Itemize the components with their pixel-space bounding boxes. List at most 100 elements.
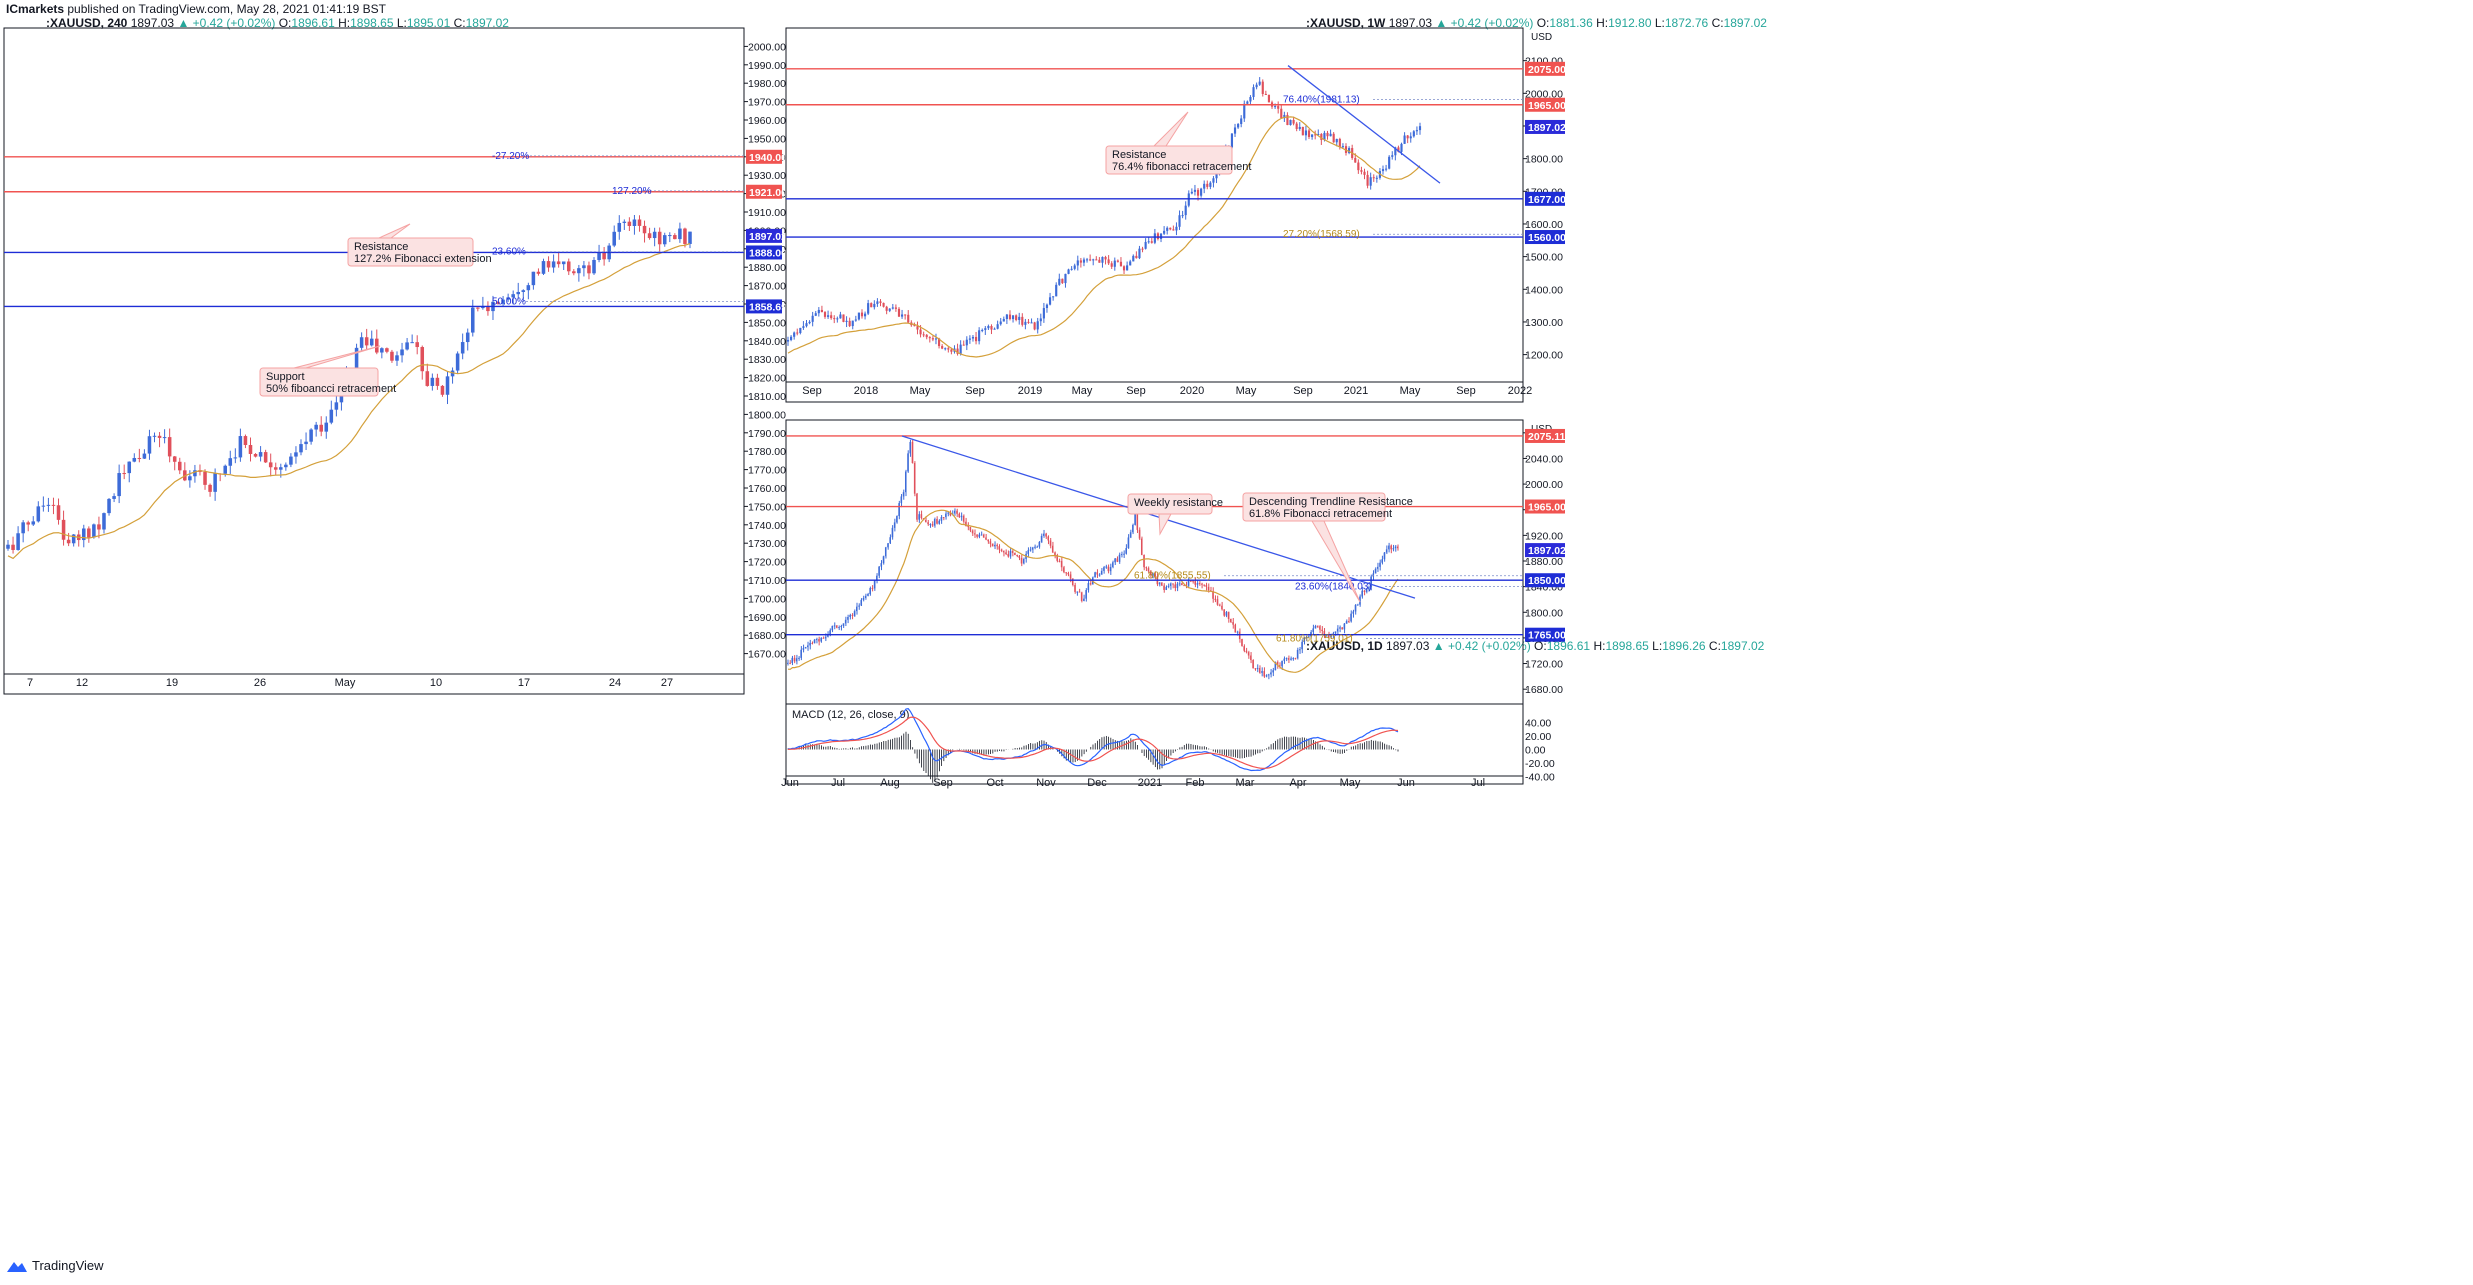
x-tick-label: Mar	[1236, 777, 1255, 789]
candle-body	[902, 492, 905, 497]
annotation-callout: Weekly resistance	[1127, 493, 1223, 536]
candle-body	[1348, 148, 1351, 153]
candle-body	[1107, 259, 1110, 264]
candle-body	[1021, 316, 1024, 325]
candle-body	[1187, 580, 1190, 586]
x-tick-label: 2021	[1344, 385, 1368, 397]
y-tick-label: 1700.00	[748, 593, 786, 605]
candle-body	[1169, 583, 1172, 586]
candle-body	[683, 228, 687, 244]
candle-body	[1383, 552, 1386, 560]
candle-body	[873, 580, 876, 589]
candle-body	[897, 308, 901, 317]
candle-body	[1027, 550, 1029, 554]
candle-body	[1301, 126, 1304, 136]
candle-body	[1134, 513, 1136, 525]
x-tick-label: 24	[609, 677, 621, 689]
x-tick-label: Jun	[1397, 777, 1415, 789]
candle-body	[851, 614, 854, 616]
support-price-label: 1850.00	[1528, 575, 1566, 587]
candle-body	[1009, 550, 1012, 557]
candle-body	[1323, 630, 1326, 636]
candle-body	[1376, 566, 1379, 569]
candle-body	[420, 347, 425, 372]
candle-body	[102, 513, 106, 530]
candle-body	[1011, 315, 1015, 320]
candle-body	[1343, 623, 1346, 630]
candle-body	[213, 473, 217, 492]
current-price-label: 1897.02	[1528, 545, 1566, 557]
candle-body	[1129, 261, 1132, 266]
candle-body	[1233, 127, 1237, 134]
candle-body	[92, 524, 96, 538]
x-tick-label: Apr	[1289, 777, 1306, 789]
candle-body	[978, 534, 981, 537]
candle-body	[193, 470, 197, 477]
y-tick-label: 1850.00	[748, 317, 786, 329]
callout-text-line2: 127.2% Fibonacci extension	[354, 253, 492, 265]
candle-body	[1067, 269, 1070, 274]
candle-body	[1147, 241, 1150, 243]
y-tick-label: 1800.00	[748, 409, 786, 421]
candle-body	[627, 221, 632, 226]
candle-body	[1055, 284, 1058, 297]
candle-body	[142, 453, 147, 459]
candle-body	[1089, 583, 1092, 585]
y-tick-label: 2040.00	[1525, 453, 1563, 465]
candle-body	[994, 544, 996, 547]
candle-body	[1345, 621, 1348, 624]
y-tick-label: 1670.00	[748, 649, 786, 661]
current-price-tag	[1525, 119, 1565, 134]
fib-level-label: 61.80%(1759.01)	[1276, 634, 1353, 645]
x-tick-label: Jul	[831, 777, 845, 789]
candle-body	[1054, 552, 1056, 556]
candle-body	[1261, 81, 1264, 94]
candle-body	[842, 314, 845, 322]
candle-body	[531, 271, 536, 286]
candle-body	[1323, 132, 1326, 140]
publish-info: published on TradingView.com, May 28, 20…	[64, 2, 387, 16]
candle-body	[1292, 119, 1295, 124]
candle-body	[430, 377, 435, 386]
candle-body	[953, 510, 956, 514]
candle-body	[922, 334, 925, 336]
candle-body	[1152, 574, 1154, 576]
panel-1d-title: :XAUUSD, 1D 1897.03 ▲ +0.42 (+0.02%) O:1…	[1306, 639, 1765, 653]
candle-body	[925, 334, 928, 338]
candle-body	[1316, 626, 1319, 628]
x-tick-label: 17	[518, 677, 530, 689]
panel-frame	[785, 419, 1524, 785]
candle-body	[913, 325, 916, 327]
candle-body	[238, 436, 243, 458]
fib-level-label: 127.20%	[612, 186, 652, 197]
candle-body	[1252, 660, 1254, 669]
x-tick-label: 2019	[1018, 385, 1042, 397]
candle-body	[996, 544, 998, 547]
candle-body	[989, 541, 992, 544]
candle-body	[1240, 118, 1243, 125]
candle-body	[956, 348, 959, 354]
candle-body	[612, 231, 616, 246]
candle-body	[845, 320, 848, 322]
candle-body	[1114, 558, 1116, 563]
high-value: 1898.65	[350, 16, 394, 30]
candle-body	[1320, 134, 1323, 140]
candle-body	[1241, 639, 1243, 647]
candle-body	[1370, 576, 1372, 588]
descending-trendline	[901, 435, 1416, 599]
candle-body	[956, 510, 958, 514]
candle-body	[862, 597, 865, 600]
last-price: 1897.03	[1386, 639, 1430, 653]
fib-level-label: -27.20%	[492, 151, 529, 162]
x-tick-label: 19	[166, 677, 178, 689]
candle-body	[1132, 524, 1134, 533]
x-tick-label: 2018	[854, 385, 878, 397]
y-tick-label: 1990.00	[748, 60, 786, 72]
candle-body	[1122, 266, 1126, 271]
candle-body	[1174, 584, 1176, 588]
candle-body	[869, 588, 871, 595]
macd-y-tick-label: -40.00	[1525, 772, 1555, 784]
resistance-price-label: 1965.00	[1528, 502, 1566, 514]
candle-body	[673, 235, 677, 240]
